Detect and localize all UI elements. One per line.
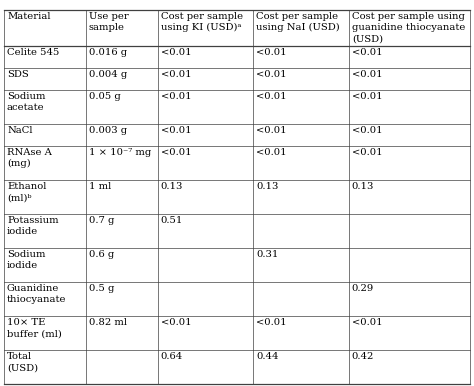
Text: Cost per sample using
guanidine thiocyanate
(USD): Cost per sample using guanidine thiocyan… — [352, 12, 465, 43]
Text: <0.01: <0.01 — [256, 92, 287, 101]
Text: Sodium
iodide: Sodium iodide — [7, 250, 46, 270]
Text: <0.01: <0.01 — [352, 126, 383, 135]
Text: <0.01: <0.01 — [256, 148, 287, 157]
Text: <0.01: <0.01 — [352, 92, 383, 101]
Text: Sodium
acetate: Sodium acetate — [7, 92, 46, 112]
Text: 0.13: 0.13 — [352, 182, 374, 191]
Text: 0.003 g: 0.003 g — [89, 126, 127, 135]
Text: 0.016 g: 0.016 g — [89, 48, 127, 57]
Text: <0.01: <0.01 — [256, 126, 287, 135]
Text: Guanidine
thiocyanate: Guanidine thiocyanate — [7, 284, 66, 304]
Text: SDS: SDS — [7, 70, 29, 79]
Text: Celite 545: Celite 545 — [7, 48, 59, 57]
Text: 1 ml: 1 ml — [89, 182, 111, 191]
Text: 0.7 g: 0.7 g — [89, 216, 114, 225]
Text: Material: Material — [7, 12, 51, 21]
Text: RNAse A
(mg): RNAse A (mg) — [7, 148, 52, 168]
Text: Cost per sample
using KI (USD)ᵃ: Cost per sample using KI (USD)ᵃ — [161, 12, 243, 32]
Text: 0.004 g: 0.004 g — [89, 70, 127, 79]
Text: 0.13: 0.13 — [161, 182, 183, 191]
Text: <0.01: <0.01 — [256, 70, 287, 79]
Text: Cost per sample
using NaI (USD): Cost per sample using NaI (USD) — [256, 12, 340, 32]
Text: <0.01: <0.01 — [352, 70, 383, 79]
Text: 0.05 g: 0.05 g — [89, 92, 120, 101]
Text: <0.01: <0.01 — [352, 48, 383, 57]
Text: <0.01: <0.01 — [352, 148, 383, 157]
Text: 0.42: 0.42 — [352, 352, 374, 361]
Text: <0.01: <0.01 — [161, 70, 191, 79]
Text: 0.44: 0.44 — [256, 352, 279, 361]
Text: 0.64: 0.64 — [161, 352, 183, 361]
Text: <0.01: <0.01 — [161, 148, 191, 157]
Text: 0.82 ml: 0.82 ml — [89, 318, 127, 327]
Text: <0.01: <0.01 — [256, 48, 287, 57]
Text: <0.01: <0.01 — [161, 92, 191, 101]
Text: NaCl: NaCl — [7, 126, 33, 135]
Text: 0.29: 0.29 — [352, 284, 374, 293]
Text: 10× TE
buffer (ml): 10× TE buffer (ml) — [7, 318, 62, 338]
Text: 0.51: 0.51 — [161, 216, 183, 225]
Text: <0.01: <0.01 — [161, 126, 191, 135]
Text: 0.5 g: 0.5 g — [89, 284, 114, 293]
Text: 0.6 g: 0.6 g — [89, 250, 114, 259]
Text: 1 × 10⁻⁷ mg: 1 × 10⁻⁷ mg — [89, 148, 151, 157]
Text: 0.31: 0.31 — [256, 250, 279, 259]
Text: Use per
sample: Use per sample — [89, 12, 128, 32]
Text: 0.13: 0.13 — [256, 182, 279, 191]
Text: <0.01: <0.01 — [256, 318, 287, 327]
Text: Potassium
iodide: Potassium iodide — [7, 216, 59, 236]
Text: Total
(USD): Total (USD) — [7, 352, 38, 372]
Text: Ethanol
(ml)ᵇ: Ethanol (ml)ᵇ — [7, 182, 46, 202]
Text: <0.01: <0.01 — [161, 318, 191, 327]
Text: <0.01: <0.01 — [352, 318, 383, 327]
Text: <0.01: <0.01 — [161, 48, 191, 57]
